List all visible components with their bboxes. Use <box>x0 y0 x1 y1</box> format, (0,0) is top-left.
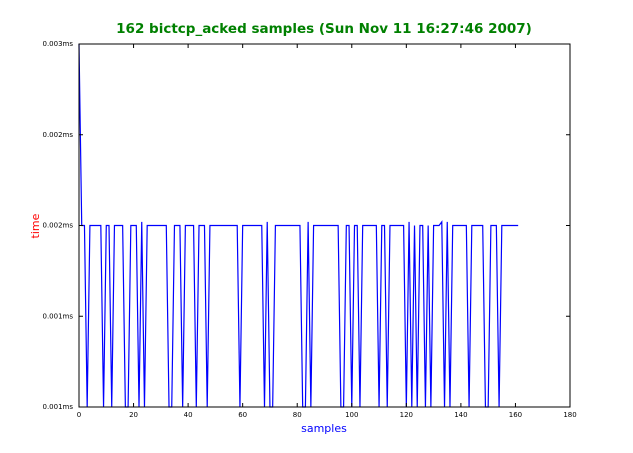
x-tick-label: 0 <box>77 411 81 419</box>
y-tick-label: 0.002ms <box>42 222 73 230</box>
x-tick-label: 160 <box>509 411 522 419</box>
chart-title: 162 bictcp_acked samples (Sun Nov 11 16:… <box>116 21 532 37</box>
y-tick-label: 0.001ms <box>42 403 73 411</box>
y-tick-label: 0.002ms <box>42 131 73 139</box>
y-tick-label: 0.001ms <box>42 312 73 320</box>
x-tick-label: 140 <box>454 411 467 419</box>
x-axis-label: samples <box>301 422 347 435</box>
y-axis-label: time <box>29 213 42 238</box>
data-line <box>78 43 519 408</box>
x-tick-label: 40 <box>184 411 193 419</box>
x-tick-label: 120 <box>400 411 413 419</box>
y-tick-label: 0.003ms <box>42 40 73 48</box>
x-tick-label: 60 <box>238 411 247 419</box>
x-tick-label: 100 <box>345 411 358 419</box>
x-tick-label: 20 <box>129 411 138 419</box>
plot-frame <box>78 43 571 408</box>
x-tick-label: 80 <box>293 411 302 419</box>
x-tick-label: 180 <box>563 411 576 419</box>
